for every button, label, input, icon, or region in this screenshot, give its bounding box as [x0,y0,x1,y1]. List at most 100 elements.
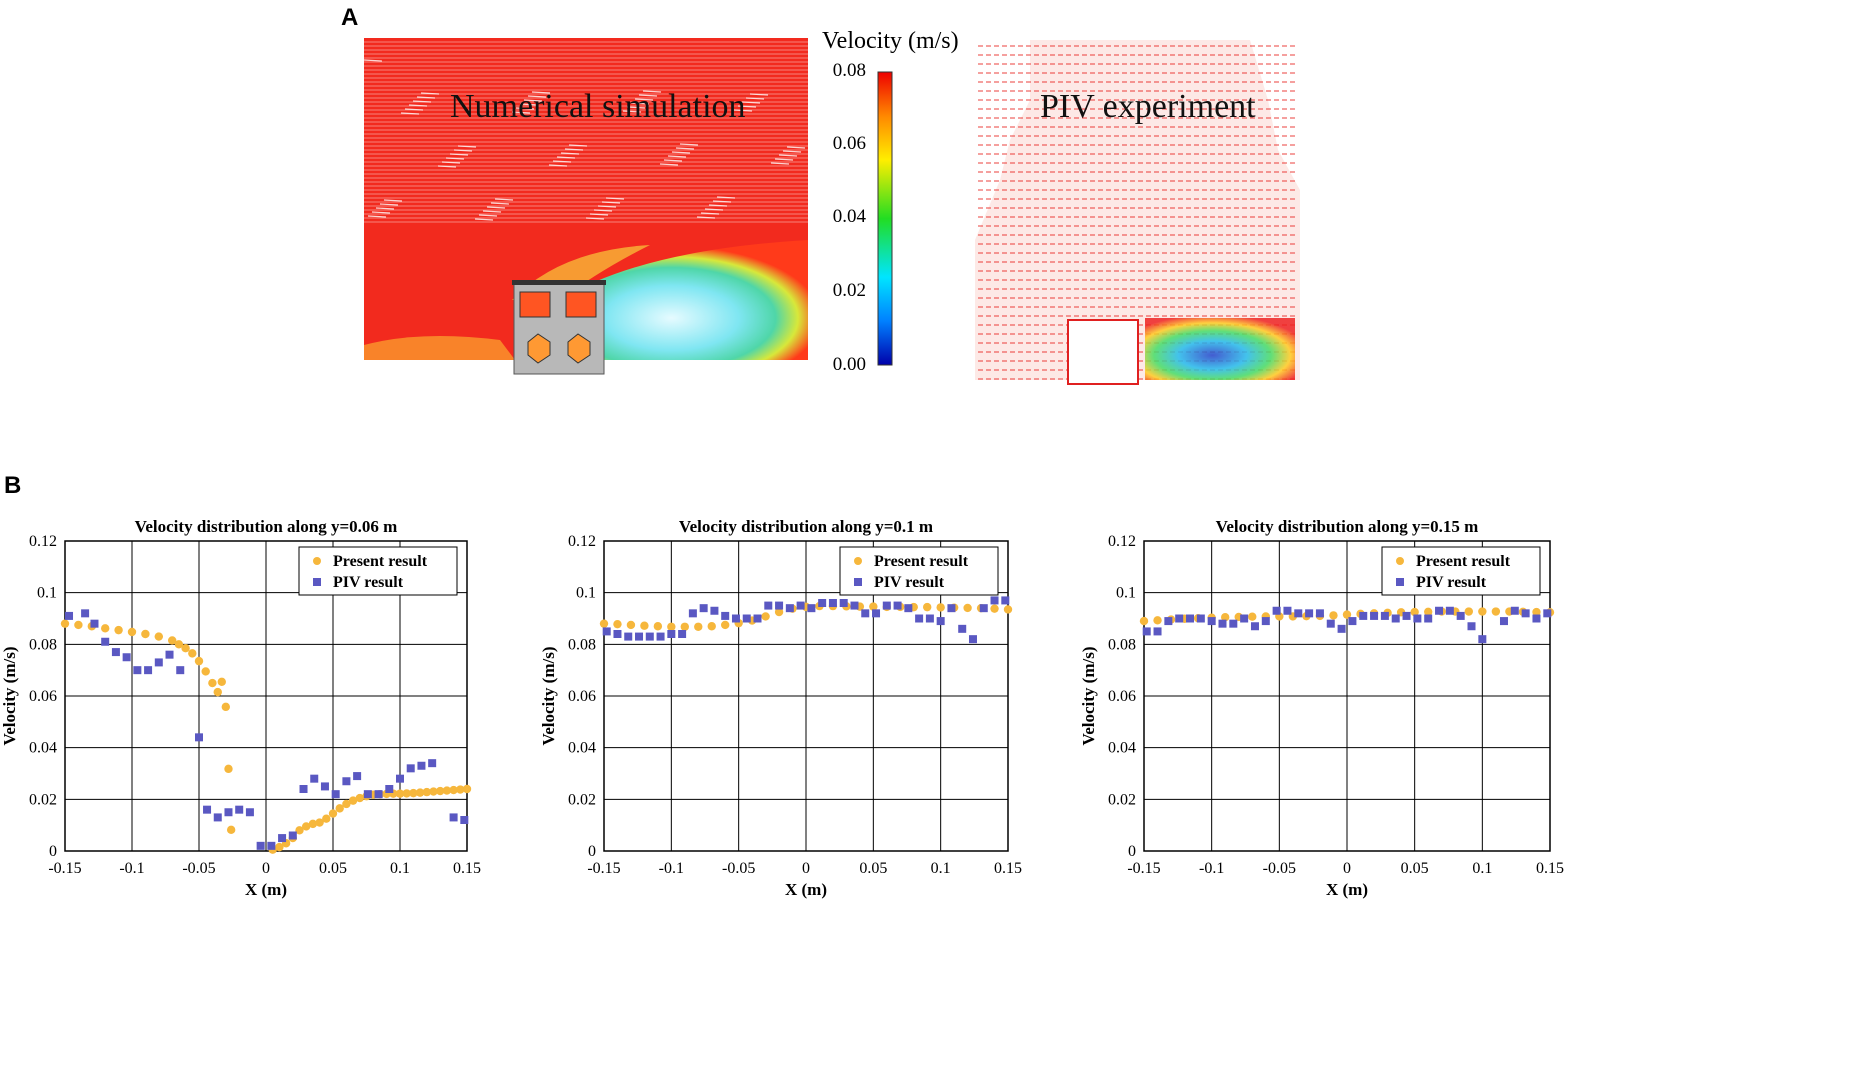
present-result-point [328,809,338,818]
present-result-point [141,629,150,639]
present-result-point [422,787,431,797]
present-result-point [217,677,226,686]
y-axis-label: Velocity (m/s) [1079,647,1098,746]
piv-field [975,40,1300,385]
piv-result-point [947,604,956,613]
piv-result-point [1456,611,1465,620]
y-tick-label: 0.1 [1116,585,1136,602]
y-tick-label: 0.06 [29,688,57,705]
piv-result-point [872,609,881,618]
piv-result-point [893,601,902,610]
plot-frame [603,540,1009,852]
legend-label: Present result [1416,553,1511,570]
piv-result-point [602,627,611,636]
piv-result-point [656,632,665,641]
piv-result-point [1348,617,1357,626]
piv-result-point [203,805,212,814]
piv-result-point [785,604,794,613]
present-result-point [1003,605,1013,614]
piv-result-point [699,604,708,613]
piv-result-point [1240,614,1249,623]
y-tick-label: 0.02 [1108,791,1136,808]
piv-result-point [936,617,945,626]
piv-result-point [818,599,827,607]
piv-result-point [796,601,805,610]
piv-result-point [688,609,697,618]
present-result-point [213,687,222,697]
x-tick-label: 0.1 [390,860,410,877]
colorbar [877,71,893,366]
y-tick-label: 0.08 [1108,636,1136,653]
y-tick-label: 0.08 [568,636,596,653]
piv-result-point [1305,609,1314,618]
x-tick-label: 0.15 [994,860,1022,877]
present-result-point [1410,607,1419,617]
legend-label: PIV result [874,574,945,591]
piv-result-point [1250,622,1259,631]
piv-result-point [256,841,265,850]
present-result-point [224,764,233,774]
x-tick-label: -0.15 [1127,860,1160,877]
present-result-point [415,788,425,797]
present-result-point [342,799,351,809]
x-tick-label: -0.05 [722,860,755,877]
piv-result-point [990,596,999,605]
x-axis-label: X (m) [1326,880,1368,899]
legend-label: PIV result [1416,574,1487,591]
piv-result-point [1532,614,1541,623]
piv-result-point [235,805,244,814]
present-result-point [1532,607,1541,617]
x-tick-label: 0.1 [1472,860,1492,877]
y-tick-label: 0.06 [1108,688,1136,705]
x-tick-label: 0.05 [319,860,347,877]
present-result-point [1139,616,1149,626]
x-tick-label: 0 [1343,860,1351,877]
piv-result-point [176,666,185,675]
present-result-point [226,825,236,835]
piv-result-point [731,614,740,623]
panel-a-figure [363,38,1300,385]
present-result-point [114,625,123,635]
piv-result-point [65,611,74,620]
piv-result-point [460,816,469,824]
present-result-point [355,793,364,803]
colorbar-tick-label: 0.04 [832,206,866,227]
legend-label: Present result [333,553,428,570]
piv-result-point [1175,614,1184,623]
piv-result-point [1521,609,1530,618]
y-tick-label: 0 [588,843,596,860]
x-tick-label: -0.15 [587,860,620,877]
piv-result-point [363,790,372,799]
piv-result-point [764,601,773,610]
present-result-point [295,826,304,835]
present-result-point [1478,607,1487,616]
piv-result-point [958,624,967,633]
piv-result-point [710,606,719,615]
piv-result-point [1402,611,1411,620]
x-tick-label: 0.15 [453,860,481,877]
legend-label: PIV result [333,574,404,591]
piv-result-point [1478,635,1487,644]
piv-result-point [775,601,784,610]
piv-result-point [1380,611,1389,620]
x-tick-label: 0 [262,860,270,877]
simulation-streaks [363,41,808,223]
present-result-point [1424,607,1433,616]
present-result-point [429,787,438,796]
piv-result-point [122,653,131,662]
present-result-point [923,602,932,612]
present-result-point [402,789,411,798]
piv-result-point [624,632,633,641]
piv-result-point [144,666,153,675]
y-tick-label: 0.02 [29,791,57,808]
y-tick-label: 0.12 [568,533,596,550]
present-result-point [1342,610,1352,619]
piv-result-point [1142,627,1151,636]
x-tick-label: 0.15 [1536,860,1564,877]
piv-result-point [449,813,458,822]
present-result-point [1491,607,1501,616]
panel-b-letter: B [4,472,22,499]
piv-result-point [320,782,329,791]
x-tick-label: -0.1 [659,860,684,877]
present-result-point [315,818,324,827]
